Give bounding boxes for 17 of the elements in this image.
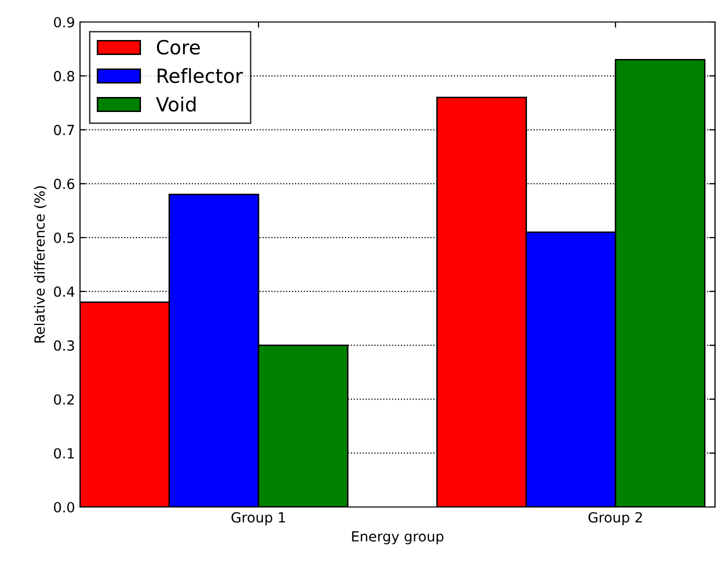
y-axis-title: Relative difference (%) [34, 186, 46, 343]
y-tick-label: 0.9 [54, 16, 74, 28]
x-tick-label: Group 2 [588, 512, 642, 526]
y-tick-label: 0.8 [54, 70, 74, 82]
y-tick-label: 0.5 [54, 232, 74, 244]
y-tick-label: 0.0 [54, 502, 74, 512]
legend-label: Void [156, 96, 196, 112]
legend-label: Reflector [158, 68, 243, 84]
x-axis-title: Energy group [352, 531, 444, 544]
y-tick-label: 0.6 [54, 178, 74, 190]
y-tick-label: 0.7 [54, 124, 74, 136]
y-tick-label: 0.3 [54, 340, 74, 351]
legend-label: Core [156, 40, 200, 55]
x-tick-label: Group 1 [232, 512, 285, 526]
y-tick-label: 0.1 [54, 448, 74, 459]
y-tick-label: 0.2 [54, 394, 74, 405]
y-tick-label: 0.4 [54, 286, 74, 297]
